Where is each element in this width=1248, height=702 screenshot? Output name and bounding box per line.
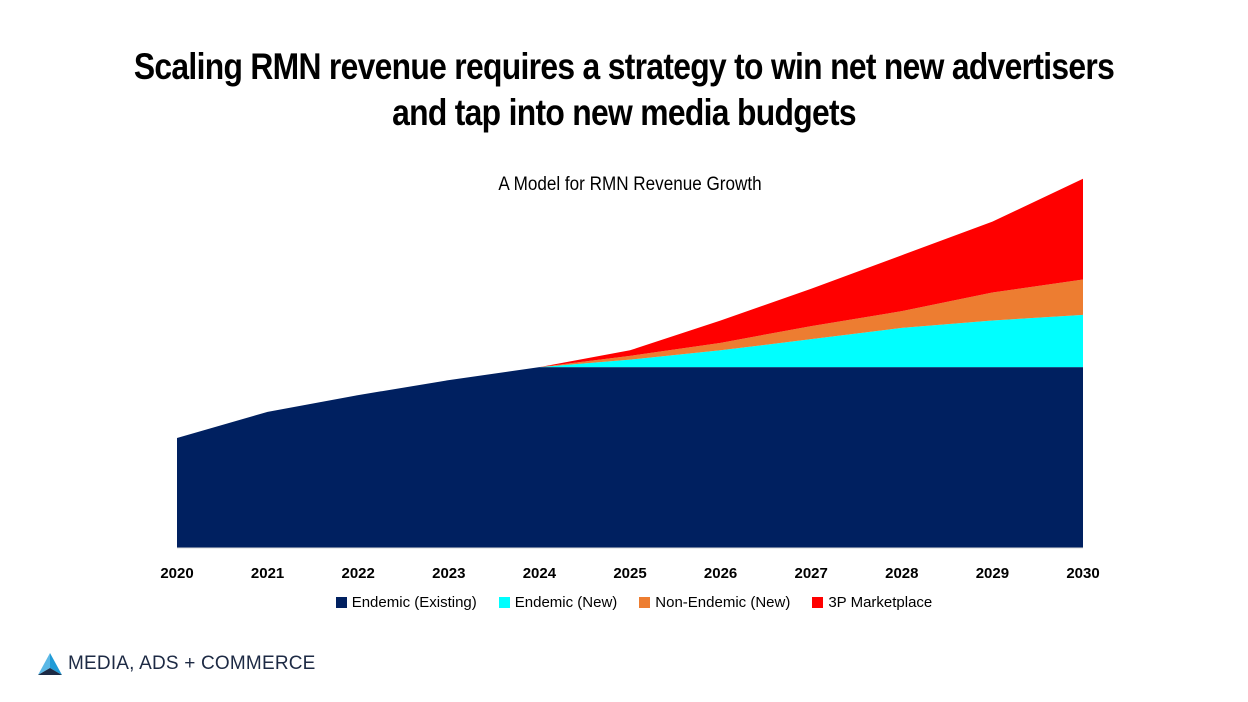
logo-text: MEDIA, ADS + COMMERCE [68,653,316,674]
legend-item: Endemic (Existing) [335,594,477,611]
legend-label: Non-Endemic (New) [655,594,791,611]
x-tick-label: 2026 [704,565,737,582]
x-tick-label: 2030 [1066,565,1099,582]
x-tick-label: 2027 [795,565,828,582]
legend-swatch [335,597,347,608]
legend-swatch [812,597,824,608]
x-tick-label: 2025 [613,565,646,582]
legend-swatch [498,597,510,608]
legend-label: 3P Marketplace [828,594,933,611]
x-tick-label: 2029 [976,565,1009,582]
x-tick-label: 2028 [885,565,918,582]
area-series-group [177,178,1083,549]
legend-label: Endemic (New) [514,594,618,611]
page-title: Scaling RMN revenue requires a strategy … [87,44,1160,136]
legend-item: 3P Marketplace [812,594,932,611]
chart-title: A Model for RMN Revenue Growth [498,174,762,195]
area-series-endemic-new [177,314,1083,438]
legend-item: Endemic (New) [498,594,618,611]
chart-legend: Endemic (Existing) Endemic (New) Non-Endem… [0,594,1248,611]
title-line-2: and tap into new media budgets [392,92,856,133]
x-axis-ticks: 2020 2021 2022 2023 2024 2025 2026 2027 2028 2029… [160,565,1099,582]
x-tick-label: 2024 [523,565,557,582]
triangle-logo-icon [38,653,62,675]
x-tick-label: 2023 [432,565,465,582]
legend-label: Endemic (Existing) [351,594,477,611]
title-line-1: Scaling RMN revenue requires a strategy … [133,46,1115,87]
area-series-3p-marketplace [177,178,1083,438]
x-tick-label: 2021 [251,565,284,582]
legend-swatch [639,597,651,608]
x-tick-label: 2020 [160,565,193,582]
x-tick-label: 2022 [342,565,375,582]
legend-item: Non-Endemic (New) [639,594,790,611]
area-series-non-endemic-new [177,279,1083,438]
area-series-endemic-existing [177,367,1083,548]
company-logo: MEDIA, ADS + COMMERCE [38,653,316,675]
